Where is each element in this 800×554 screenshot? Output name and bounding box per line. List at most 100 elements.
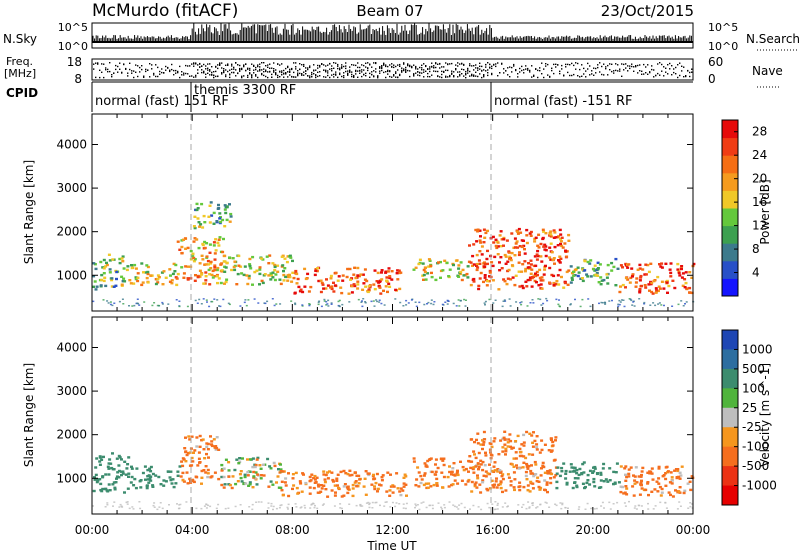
echo-cell: [159, 483, 163, 486]
echo-cell: [471, 264, 474, 267]
echo-cell: [367, 473, 371, 477]
echo-cell: [442, 457, 446, 460]
echo-cell: [134, 486, 138, 490]
echo-cell: [403, 473, 407, 476]
freq-sample: [391, 63, 393, 65]
freq-sample: [575, 68, 577, 70]
freq-sample: [583, 73, 585, 75]
freq-sample: [199, 66, 201, 68]
ground-scatter-cell: [178, 305, 181, 308]
echo-cell: [353, 481, 357, 484]
echo-cell: [614, 257, 618, 261]
freq-sample: [145, 70, 147, 73]
echo-cell: [184, 450, 188, 453]
echo-cell: [190, 464, 194, 467]
freq-sample: [487, 74, 489, 77]
echo-cell: [637, 475, 641, 478]
freq-sample: [637, 64, 639, 67]
freq-sample: [201, 65, 203, 67]
freq-sample: [455, 69, 457, 71]
freq-sample: [217, 64, 219, 66]
echo-cell: [345, 275, 349, 279]
freq-sample: [465, 77, 467, 79]
freq-sample: [287, 71, 289, 73]
echo-cell: [503, 253, 507, 257]
echo-cell: [244, 482, 248, 485]
ground-scatter-cell: [433, 301, 436, 303]
freq-sample: [353, 75, 355, 78]
echo-cell: [597, 486, 601, 489]
echo-cell: [260, 279, 264, 283]
echo-cell: [418, 258, 422, 261]
echo-cell: [503, 430, 507, 433]
echo-cell: [269, 480, 273, 483]
echo-cell: [223, 270, 227, 273]
ground-scatter-cell: [122, 303, 125, 305]
ground-scatter-cell: [559, 305, 561, 308]
freq-sample: [271, 73, 273, 76]
echo-cell: [122, 267, 126, 270]
freq-sample: [447, 76, 449, 78]
freq-sample: [593, 74, 595, 76]
echo-cell: [688, 286, 692, 290]
freq-sample: [591, 73, 593, 75]
echo-cell: [280, 255, 284, 258]
freq-sample: [355, 64, 357, 67]
colorbar-tick-label: -25: [742, 420, 762, 434]
ground-scatter-cell: [339, 503, 342, 505]
echo-cell: [567, 269, 571, 272]
echo-cell: [482, 430, 486, 434]
ground-scatter-cell: [270, 505, 273, 507]
freq-sample: [169, 69, 171, 71]
ground-scatter-cell: [422, 501, 425, 503]
echo-cell: [668, 481, 672, 484]
echo-cell: [623, 467, 627, 470]
freq-sample: [431, 62, 433, 64]
echo-cell: [518, 245, 522, 248]
x-tick-label: 00:00: [676, 523, 711, 537]
echo-cell: [303, 285, 307, 288]
echo-cell: [353, 471, 357, 474]
freq-sample: [585, 70, 587, 72]
echo-cell: [120, 275, 124, 278]
echo-cell: [223, 208, 227, 211]
ground-scatter-cell: [185, 501, 188, 503]
ground-scatter-cell: [325, 304, 328, 306]
echo-cell: [640, 487, 644, 490]
echo-cell: [201, 226, 205, 229]
echo-cell: [445, 261, 449, 265]
freq-sample: [289, 68, 291, 71]
echo-cell: [636, 268, 640, 271]
freq-sample: [551, 67, 553, 69]
echo-cell: [583, 259, 587, 263]
echo-cell: [182, 276, 186, 279]
freq-sample: [259, 66, 261, 68]
echo-cell: [391, 491, 395, 494]
freq-sample: [165, 65, 167, 68]
echo-cell: [268, 254, 272, 257]
freq-sample: [363, 64, 365, 67]
freq-sample: [411, 65, 413, 68]
echo-cell: [468, 244, 471, 247]
echo-cell: [255, 483, 259, 486]
ground-scatter-cell: [660, 304, 663, 306]
echo-cell: [156, 277, 160, 281]
ground-scatter-cell: [477, 506, 480, 508]
freq-sample: [405, 68, 407, 71]
echo-cell: [664, 477, 668, 481]
freq-sample: [469, 64, 471, 67]
ground-scatter-cell: [128, 507, 131, 510]
freq-sample: [523, 69, 525, 71]
freq-sample: [173, 74, 175, 76]
freq-sample: [119, 68, 121, 70]
echo-cell: [341, 279, 345, 282]
freq-sample: [133, 76, 135, 79]
freq-sample: [441, 70, 443, 73]
echo-cell: [388, 276, 392, 280]
freq-sample: [421, 72, 423, 74]
echo-cell: [434, 463, 437, 466]
freq-sample: [277, 74, 279, 77]
ground-scatter-cell: [502, 300, 505, 302]
echo-cell: [650, 281, 654, 285]
freq-sample: [289, 74, 291, 76]
